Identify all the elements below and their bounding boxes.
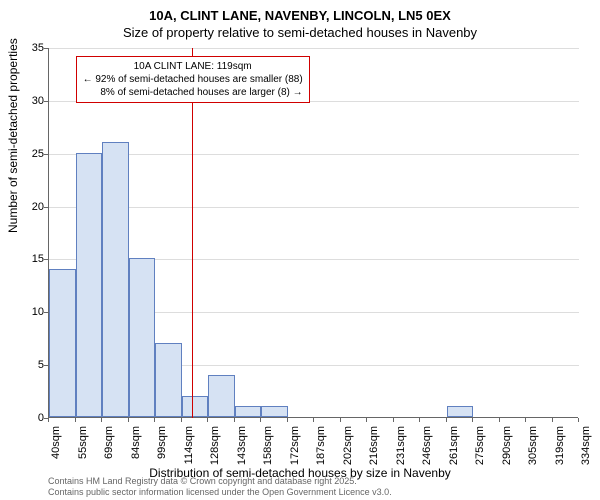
- x-tick-label: 187sqm: [315, 426, 327, 466]
- y-tick: [44, 101, 48, 102]
- x-tick: [313, 418, 314, 422]
- x-tick: [340, 418, 341, 422]
- grid-line: [49, 154, 579, 155]
- x-tick-label: 246sqm: [421, 426, 433, 466]
- x-tick: [181, 418, 182, 422]
- x-tick-label: 158sqm: [262, 426, 274, 466]
- y-tick-label: 15: [4, 253, 44, 265]
- y-tick: [44, 365, 48, 366]
- x-tick-label: 290sqm: [501, 426, 513, 466]
- plot-area: [48, 48, 578, 418]
- chart-container: 10A, CLINT LANE, NAVENBY, LINCOLN, LN5 0…: [0, 0, 600, 500]
- x-tick-label: 143sqm: [236, 426, 248, 466]
- y-tick-label: 10: [4, 306, 44, 318]
- x-tick: [446, 418, 447, 422]
- x-tick-label: 99sqm: [156, 426, 168, 466]
- y-tick: [44, 312, 48, 313]
- x-tick-label: 275sqm: [474, 426, 486, 466]
- histogram-bar: [49, 269, 76, 417]
- x-tick: [75, 418, 76, 422]
- y-tick-label: 20: [4, 201, 44, 213]
- x-tick-label: 319sqm: [554, 426, 566, 466]
- annotation-line-3: 8% of semi-detached houses are larger (8…: [83, 86, 303, 99]
- x-tick: [525, 418, 526, 422]
- y-tick: [44, 207, 48, 208]
- x-tick-label: 216sqm: [368, 426, 380, 466]
- y-tick-label: 25: [4, 148, 44, 160]
- y-tick: [44, 48, 48, 49]
- histogram-bar: [208, 375, 235, 417]
- y-tick: [44, 154, 48, 155]
- x-tick: [366, 418, 367, 422]
- x-tick: [207, 418, 208, 422]
- x-tick: [578, 418, 579, 422]
- x-tick-label: 40sqm: [50, 426, 62, 466]
- histogram-bar: [155, 343, 182, 417]
- x-tick-label: 334sqm: [580, 426, 592, 466]
- histogram-bar: [76, 153, 103, 417]
- y-tick-label: 30: [4, 95, 44, 107]
- footer-line-1: Contains HM Land Registry data © Crown c…: [48, 476, 392, 487]
- x-tick-label: 231sqm: [395, 426, 407, 466]
- histogram-bar: [102, 142, 129, 417]
- y-tick-label: 35: [4, 42, 44, 54]
- histogram-bar: [447, 406, 474, 417]
- x-tick-label: 114sqm: [183, 426, 195, 466]
- annotation-line-1: 10A CLINT LANE: 119sqm: [83, 60, 303, 73]
- annotation-line-2: ← 92% of semi-detached houses are smalle…: [83, 73, 303, 86]
- footer-attribution: Contains HM Land Registry data © Crown c…: [48, 476, 392, 498]
- x-tick: [499, 418, 500, 422]
- x-tick: [154, 418, 155, 422]
- x-tick: [393, 418, 394, 422]
- x-tick: [128, 418, 129, 422]
- chart-title-2: Size of property relative to semi-detach…: [0, 25, 600, 40]
- x-tick: [260, 418, 261, 422]
- x-tick-label: 69sqm: [103, 426, 115, 466]
- x-tick-label: 84sqm: [130, 426, 142, 466]
- x-tick-label: 305sqm: [527, 426, 539, 466]
- x-tick-label: 202sqm: [342, 426, 354, 466]
- grid-line: [49, 48, 579, 49]
- x-tick: [48, 418, 49, 422]
- y-tick-label: 0: [4, 412, 44, 424]
- histogram-bar: [261, 406, 288, 417]
- y-tick: [44, 259, 48, 260]
- y-tick-label: 5: [4, 359, 44, 371]
- x-tick-label: 261sqm: [448, 426, 460, 466]
- chart-title-1: 10A, CLINT LANE, NAVENBY, LINCOLN, LN5 0…: [0, 8, 600, 23]
- x-tick: [234, 418, 235, 422]
- x-tick: [552, 418, 553, 422]
- x-tick: [472, 418, 473, 422]
- x-tick-label: 172sqm: [289, 426, 301, 466]
- footer-line-2: Contains public sector information licen…: [48, 487, 392, 498]
- x-tick: [419, 418, 420, 422]
- x-tick-label: 55sqm: [77, 426, 89, 466]
- grid-line: [49, 207, 579, 208]
- x-tick: [101, 418, 102, 422]
- reference-line: [192, 48, 193, 418]
- histogram-bar: [235, 406, 262, 417]
- histogram-bar: [129, 258, 156, 417]
- x-tick-label: 128sqm: [209, 426, 221, 466]
- histogram-bar: [182, 396, 209, 417]
- annotation-box: 10A CLINT LANE: 119sqm ← 92% of semi-det…: [76, 56, 310, 103]
- x-tick: [287, 418, 288, 422]
